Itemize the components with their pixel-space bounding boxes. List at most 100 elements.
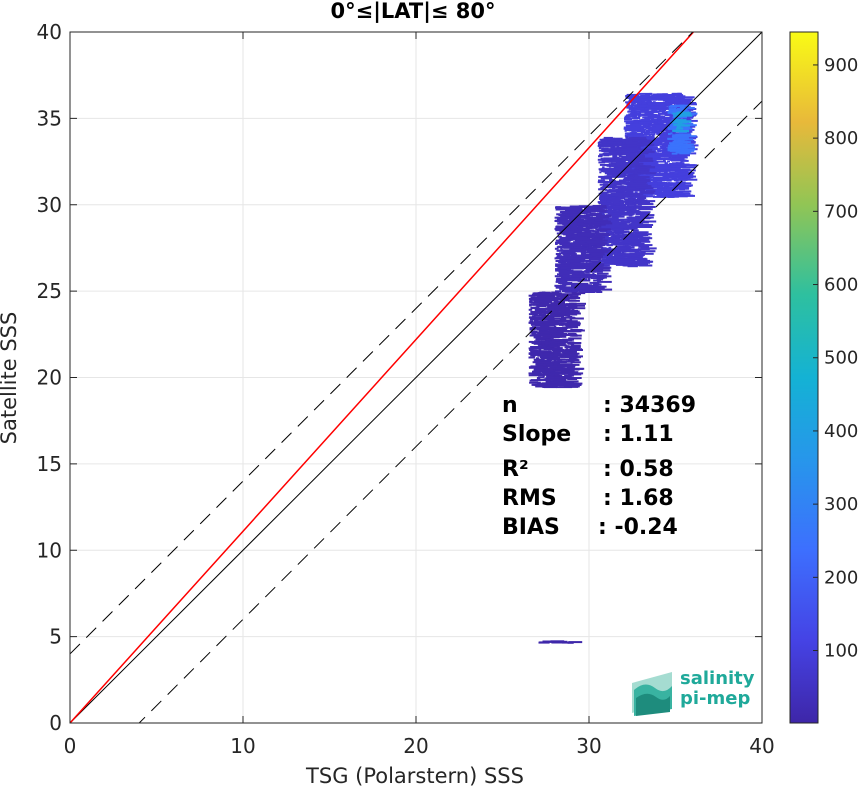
density-cell <box>616 138 619 141</box>
density-cell <box>606 189 618 192</box>
density-cell <box>602 166 605 169</box>
density-cell <box>568 322 581 325</box>
density-cell <box>567 207 581 210</box>
density-cell <box>530 312 543 315</box>
density-cell <box>628 214 633 217</box>
density-cell <box>569 295 579 298</box>
density-cell <box>680 155 685 158</box>
density-cell <box>553 354 559 357</box>
density-cell <box>668 195 674 198</box>
density-cell <box>600 212 605 215</box>
density-cell <box>558 303 572 306</box>
density-cell <box>653 147 656 150</box>
density-cell <box>550 329 559 331</box>
stat-slope-value: : 1.11 <box>603 422 674 447</box>
density-cell <box>589 281 600 284</box>
density-cell <box>611 187 616 190</box>
density-cell <box>611 218 627 221</box>
density-cell <box>624 240 635 242</box>
density-cell <box>598 149 609 152</box>
density-cell <box>637 217 650 220</box>
density-cell <box>628 169 639 172</box>
colorbar-ticks: 100 200 300 400 500 600 700 800 900 <box>813 55 858 662</box>
density-cell <box>594 250 609 252</box>
density-cell <box>621 243 636 246</box>
density-cell <box>630 195 645 198</box>
density-cell <box>570 303 574 306</box>
density-cell <box>592 230 600 233</box>
density-cell <box>589 239 605 242</box>
density-cell <box>538 313 547 316</box>
density-cell <box>567 316 573 319</box>
density-cell <box>677 108 688 110</box>
density-cell <box>556 275 568 278</box>
density-cell <box>549 351 558 354</box>
reference-lines <box>70 32 762 723</box>
density-cell <box>669 98 679 101</box>
density-cell <box>619 231 627 234</box>
density-cell <box>678 124 691 127</box>
density-cell <box>615 164 618 167</box>
density-cell <box>560 355 563 358</box>
density-cell <box>541 303 557 306</box>
density-cell <box>592 254 600 257</box>
density-cell <box>669 142 675 145</box>
density-cell <box>616 163 623 166</box>
density-cell <box>600 191 609 194</box>
density-cell <box>667 193 674 196</box>
density-cell <box>635 151 643 154</box>
density-cell <box>555 243 558 245</box>
density-cell <box>551 291 560 294</box>
density-cell <box>570 361 581 364</box>
density-cell <box>604 188 607 191</box>
density-cell <box>587 285 596 288</box>
density-cell <box>587 241 600 244</box>
density-cell <box>652 186 665 189</box>
density-cell <box>557 240 568 243</box>
density-cell <box>534 327 542 330</box>
density-cell <box>609 179 614 181</box>
density-cell <box>565 314 570 317</box>
density-cell <box>657 121 665 124</box>
density-cell <box>660 135 671 138</box>
density-cell <box>639 188 644 191</box>
density-cell <box>575 263 586 266</box>
density-cell <box>551 641 565 644</box>
density-cell <box>563 368 573 371</box>
density-cell <box>651 130 656 133</box>
density-cell <box>528 356 535 359</box>
stat-rms-label: RMS <box>502 486 557 511</box>
density-cell <box>562 213 576 215</box>
density-cell <box>635 251 641 254</box>
density-cell <box>555 206 561 209</box>
density-cell <box>576 229 583 231</box>
density-cell <box>673 128 682 131</box>
density-cell <box>660 147 666 150</box>
density-cell <box>636 169 648 172</box>
density-cell <box>598 147 602 149</box>
density-cell <box>578 216 582 219</box>
density-cell <box>598 202 612 205</box>
density-cell <box>542 384 550 387</box>
density-cell <box>562 268 567 271</box>
density-cell <box>528 297 544 300</box>
density-cell <box>614 237 621 240</box>
density-cell <box>652 166 665 169</box>
y-tick-label: 10 <box>37 538 62 562</box>
density-cell <box>651 153 663 156</box>
density-cell <box>626 194 634 197</box>
density-cell <box>640 148 653 151</box>
density-cell <box>536 328 552 331</box>
density-cell <box>600 253 614 256</box>
density-cell <box>585 269 590 272</box>
density-cell <box>682 178 691 181</box>
density-cell <box>559 368 566 371</box>
density-cell <box>599 237 616 239</box>
density-cell <box>638 259 644 262</box>
density-cell <box>634 149 650 152</box>
density-cell <box>636 103 650 106</box>
density-cell <box>567 297 581 299</box>
density-cell <box>568 326 579 329</box>
density-cell <box>608 141 623 144</box>
density-cell <box>611 185 624 188</box>
